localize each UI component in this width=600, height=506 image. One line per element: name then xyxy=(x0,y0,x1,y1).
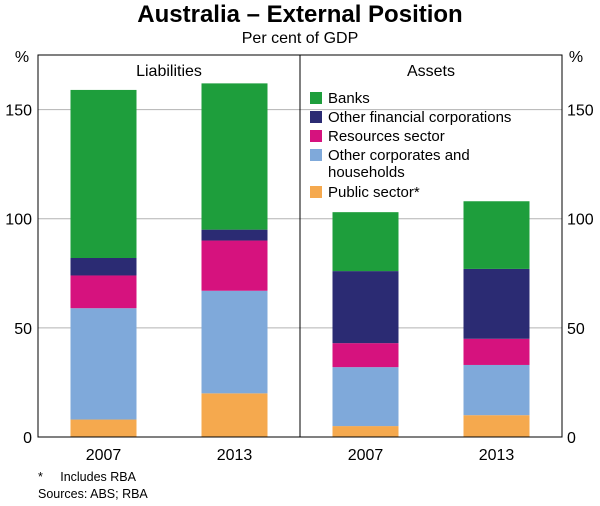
y-tick-label-left: 50 xyxy=(14,321,32,338)
bar-segment xyxy=(332,212,399,272)
bar-segment xyxy=(70,258,137,276)
x-tick-label: 2007 xyxy=(348,447,384,464)
bar-segment xyxy=(70,275,137,309)
x-tick-label: 2013 xyxy=(217,447,253,464)
y-tick-label-left: 100 xyxy=(5,212,32,229)
y-tick-label-right: 0 xyxy=(567,430,576,447)
bar-segment xyxy=(201,229,268,241)
legend-swatch xyxy=(310,186,322,198)
y-unit-right: % xyxy=(569,49,583,66)
panel-title: Assets xyxy=(407,63,455,80)
legend-swatch xyxy=(310,130,322,142)
footnote: * Includes RBA xyxy=(38,470,137,484)
chart-title: Australia – External Position xyxy=(137,1,462,28)
legend-swatch xyxy=(310,111,322,123)
bar-segment xyxy=(70,89,137,259)
legend-label: Banks xyxy=(328,90,370,107)
bar-segment xyxy=(332,343,399,368)
y-tick-label-right: 150 xyxy=(567,103,594,120)
sources-note: Sources: ABS; RBA xyxy=(38,487,148,501)
y-tick-label-right: 50 xyxy=(567,321,585,338)
bar-segment xyxy=(463,415,530,437)
bar-segment xyxy=(70,419,137,437)
legend-label: Other financial corporations xyxy=(328,109,511,126)
bar-segment xyxy=(463,268,530,339)
bar-segment xyxy=(201,83,268,230)
panel-title: Liabilities xyxy=(136,63,202,80)
legend-label: Resources sector xyxy=(328,128,445,145)
x-tick-label: 2013 xyxy=(479,447,515,464)
bar-segment xyxy=(463,338,530,365)
bar-segment xyxy=(201,240,268,291)
bar-segment xyxy=(332,271,399,344)
y-unit-left: % xyxy=(15,49,29,66)
x-tick-label: 2007 xyxy=(86,447,122,464)
legend-label: Other corporates and households xyxy=(328,147,470,181)
y-tick-label-left: 150 xyxy=(5,103,32,120)
bar-segment xyxy=(70,308,137,420)
bar-segment xyxy=(332,367,399,427)
legend-swatch xyxy=(310,92,322,104)
legend-swatch xyxy=(310,149,322,161)
y-tick-label-left: 0 xyxy=(23,430,32,447)
bar-segment xyxy=(201,290,268,394)
bar-segment xyxy=(463,201,530,269)
bar-segment xyxy=(463,364,530,416)
bar-segment xyxy=(201,393,268,437)
legend-label: Public sector* xyxy=(328,184,420,201)
bar-segment xyxy=(332,426,399,437)
y-tick-label-right: 100 xyxy=(567,212,594,229)
chart-subtitle: Per cent of GDP xyxy=(242,30,359,47)
